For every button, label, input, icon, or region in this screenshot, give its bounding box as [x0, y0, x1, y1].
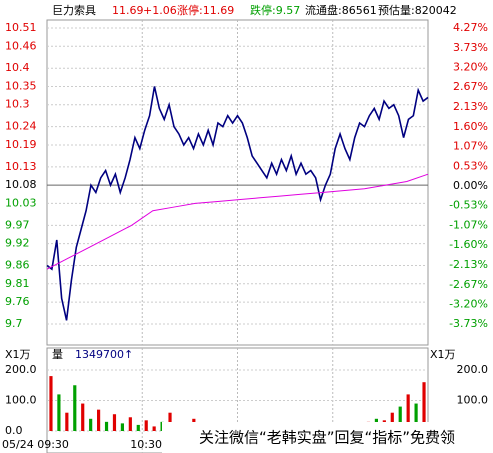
- volume-total: 1349700↑: [75, 348, 133, 361]
- y2-tick-label: 4.27%: [453, 21, 488, 34]
- y-tick-label: 9.86: [5, 259, 30, 272]
- estimate: 预估量:820042: [378, 4, 457, 17]
- change: +1.06: [143, 4, 177, 17]
- y2-tick-label: 0.00%: [453, 179, 488, 192]
- y2-tick-label: 3.73%: [453, 41, 488, 54]
- y-tick-label: 200.0: [5, 363, 37, 376]
- watermark-box: [162, 422, 493, 453]
- volume-bar: [81, 403, 85, 431]
- y-tick-label: 10.03: [5, 196, 37, 209]
- y-tick-label: 9.76: [5, 295, 30, 308]
- y-tick-label: 10.24: [5, 120, 37, 133]
- float-shares: 流通盘:86561: [305, 3, 377, 17]
- y2-tick-label: -3.20%: [449, 297, 488, 310]
- volume-bar: [57, 394, 61, 431]
- y-tick-label: 10.46: [5, 39, 37, 52]
- y-tick-label: 10.51: [5, 21, 37, 34]
- series-line: [46, 173, 429, 270]
- y2-tick-label: 2.67%: [453, 80, 488, 93]
- volume-bar: [144, 420, 148, 431]
- unit-left: X1万: [5, 348, 31, 361]
- volume-bar: [390, 412, 394, 431]
- volume-bar: [414, 403, 418, 431]
- volume-bar: [65, 412, 69, 431]
- volume-bar: [398, 406, 402, 431]
- limit-up: 涨停:11.69: [177, 3, 234, 17]
- volume-bar: [422, 382, 426, 431]
- volume-bar: [152, 426, 156, 431]
- y2-tick-label: 200.0: [457, 363, 489, 376]
- volume-bar: [406, 394, 410, 431]
- limit-down: 跌停:9.57: [250, 3, 300, 17]
- y2-tick-label: 2.13%: [453, 100, 488, 113]
- volume-bar: [73, 385, 77, 431]
- price: 11.69: [112, 4, 144, 17]
- y-tick-label: 9.81: [5, 277, 30, 290]
- y2-tick-label: -2.67%: [449, 278, 488, 291]
- volume-label: 量: [52, 348, 63, 361]
- y-tick-label: 0.0: [5, 424, 23, 437]
- y-tick-label: 10.08: [5, 178, 37, 191]
- y-tick-label: 100.0: [5, 394, 37, 407]
- y-tick-label: 10.19: [5, 138, 37, 151]
- series-line: [46, 86, 429, 321]
- y2-tick-label: 100.0: [457, 394, 489, 407]
- y2-tick-label: 1.60%: [453, 120, 488, 133]
- y2-tick-label: 3.20%: [453, 61, 488, 74]
- y-tick-label: 9.92: [5, 237, 30, 250]
- y-tick-label: 10.35: [5, 79, 37, 92]
- y-tick-label: 10.3: [5, 98, 30, 111]
- volume-bar: [136, 424, 140, 431]
- volume-bar: [120, 423, 124, 431]
- volume-bar: [104, 421, 109, 431]
- y-tick-label: 9.97: [5, 218, 30, 231]
- stock-name: 巨力索具: [52, 3, 96, 17]
- y-tick-label: 10.13: [5, 160, 37, 173]
- y-tick-label: 9.7: [5, 317, 23, 330]
- volume-bar: [89, 418, 93, 431]
- time-label: 05/24 09:30: [2, 438, 69, 451]
- volume-bar: [112, 414, 117, 431]
- y2-tick-label: 1.07%: [453, 139, 488, 152]
- y2-tick-label: -0.53%: [449, 199, 488, 212]
- unit-right: X1万: [430, 348, 456, 361]
- time-label: 10:30: [130, 438, 162, 451]
- y-tick-label: 10.4: [5, 61, 30, 74]
- volume-bar: [128, 417, 132, 431]
- y2-tick-label: -2.13%: [449, 258, 488, 271]
- y2-tick-label: -1.60%: [449, 238, 488, 251]
- volume-bar: [49, 376, 53, 431]
- y2-tick-label: -1.07%: [449, 219, 488, 232]
- volume-bar: [97, 409, 101, 431]
- y2-tick-label: -3.73%: [449, 317, 488, 330]
- y2-tick-label: 0.53%: [453, 159, 488, 172]
- watermark: 关注微信“老韩实盘”回复“指标”免费领: [199, 429, 455, 447]
- volume-bar: [168, 412, 172, 431]
